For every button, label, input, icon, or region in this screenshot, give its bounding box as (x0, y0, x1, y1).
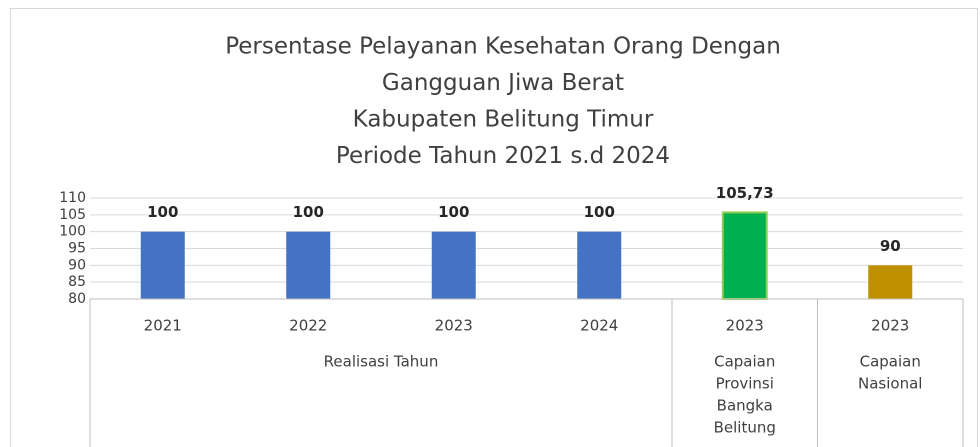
group-label: Capaian (714, 353, 775, 371)
chart-border (10, 8, 978, 447)
chart-title: Kabupaten Belitung Timur (353, 107, 654, 133)
group-label: Capaian (860, 353, 921, 371)
chart-title: Gangguan Jiwa Berat (382, 70, 624, 96)
value-label: 100 (438, 203, 469, 221)
bar (431, 231, 476, 299)
group-label: Belitung (714, 419, 776, 437)
y-tick-label: 110 (59, 190, 86, 206)
chart-title: Periode Tahun 2021 s.d 2024 (336, 143, 670, 169)
x-tick-label: 2023 (726, 317, 764, 335)
bar (286, 231, 331, 299)
x-tick-label: 2024 (580, 317, 618, 335)
bar (140, 231, 185, 299)
x-tick-label: 2021 (144, 317, 182, 335)
value-label: 100 (293, 203, 324, 221)
y-tick-label: 105 (59, 207, 86, 223)
x-tick-label: 2023 (435, 317, 473, 335)
group-label: Bangka (717, 397, 773, 415)
y-tick-label: 100 (59, 224, 86, 240)
y-tick-label: 85 (68, 274, 86, 290)
value-label: 100 (147, 203, 178, 221)
y-tick-label: 90 (68, 257, 86, 273)
chart-title: Persentase Pelayanan Kesehatan Orang Den… (225, 34, 781, 60)
y-tick-label: 95 (68, 241, 86, 257)
bar (577, 231, 622, 299)
bar (868, 265, 913, 299)
y-tick-label: 80 (68, 291, 86, 307)
group-label: Nasional (858, 375, 922, 393)
group-label: Provinsi (716, 375, 774, 393)
x-tick-label: 2022 (289, 317, 327, 335)
bar (721, 211, 768, 301)
x-tick-label: 2023 (871, 317, 909, 335)
value-label: 105,73 (716, 184, 774, 202)
group-label: Realisasi Tahun (324, 353, 439, 371)
value-label: 100 (584, 203, 615, 221)
value-label: 90 (880, 237, 901, 255)
